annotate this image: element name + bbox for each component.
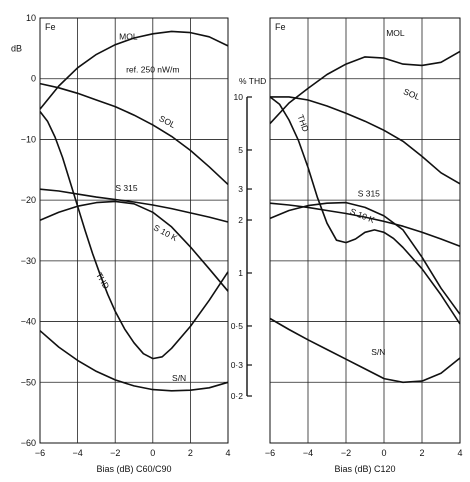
series-line-s-10-k	[269, 201, 461, 315]
y-tick-label: 0	[31, 74, 36, 84]
series-line-s-315	[269, 202, 461, 248]
y-tick-label: −20	[21, 195, 36, 205]
x-tick-label: 2	[188, 448, 193, 458]
y-tick-label: −10	[21, 134, 36, 144]
thd-tick-label: 5	[238, 145, 243, 155]
series-line-s-315	[39, 188, 229, 223]
x-axis-label: Bias (dB) C60/C90	[96, 464, 171, 474]
series-line-s-n	[269, 317, 461, 384]
thd-tick-label: 1	[238, 268, 243, 278]
series-line-thd	[39, 111, 229, 360]
x-tick-label: −4	[72, 448, 82, 458]
series-line-thd	[269, 96, 461, 325]
series-label: SOL	[402, 86, 422, 102]
x-tick-label: −2	[110, 448, 120, 458]
series-label: S/N	[371, 347, 385, 357]
y-tick-label: −30	[21, 256, 36, 266]
thd-tick-label: 3	[238, 184, 243, 194]
thd-tick-label: 0·2	[231, 391, 244, 401]
series-line-sol	[270, 96, 461, 185]
series-label: THD	[296, 113, 311, 133]
series-label: S 10 K	[349, 206, 377, 225]
series-label: S 10 K	[152, 222, 180, 243]
series-label: S/N	[172, 373, 186, 383]
reference-annotation: ref. 250 nW/m	[126, 65, 179, 75]
panel-label: Fe	[275, 22, 286, 32]
series-line-s-n	[39, 330, 229, 392]
series-line-s-10-k	[39, 200, 229, 292]
series-label: SOL	[158, 113, 178, 130]
y-tick-label: −60	[21, 438, 36, 448]
thd-tick-label: 10	[234, 92, 244, 102]
panel-label: Fe	[45, 22, 56, 32]
series-label: S 315	[115, 183, 137, 193]
thd-tick-label: 0·5	[231, 321, 244, 331]
series-line-mol	[39, 30, 229, 110]
y-tick-label: −40	[21, 317, 36, 327]
x-axis-label: Bias (dB) C120	[334, 464, 395, 474]
x-tick-label: 4	[457, 448, 462, 458]
plot-frame	[39, 17, 229, 444]
series-label: THD	[94, 271, 111, 291]
thd-tick-label: 0·3	[231, 360, 244, 370]
x-tick-label: 0	[381, 448, 386, 458]
x-tick-label: −4	[303, 448, 313, 458]
series-label: MOL	[119, 31, 138, 41]
series-line-mol	[269, 50, 461, 125]
y-tick-label: −50	[21, 377, 36, 387]
thd-tick-label: 2	[238, 215, 243, 225]
x-tick-label: 0	[150, 448, 155, 458]
x-tick-label: −6	[35, 448, 45, 458]
x-tick-label: −2	[341, 448, 351, 458]
y-tick-label: 10	[26, 13, 36, 23]
x-tick-label: −6	[265, 448, 275, 458]
series-label: MOL	[386, 28, 405, 38]
series-line-sol	[39, 82, 229, 185]
x-tick-label: 4	[225, 448, 230, 458]
series-label: S 315	[358, 189, 380, 199]
chart-panel-2: −6 −4 −2 0 2 4 Bias (dB) C120 Fe MOL SOL S 315 S 10…	[231, 17, 463, 474]
x-tick-label: 2	[419, 448, 424, 458]
thd-axis-title: % THD	[239, 76, 266, 86]
plot-frame	[269, 17, 461, 444]
y-axis-label: dB	[11, 43, 22, 53]
